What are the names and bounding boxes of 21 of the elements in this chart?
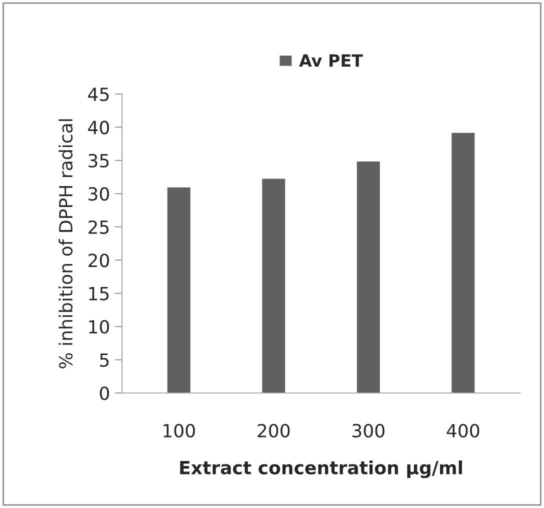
y-tick-label: 45	[88, 88, 109, 102]
x-tick-label: 100	[164, 424, 195, 438]
y-tick-label: 10	[89, 320, 109, 334]
y-tick-label: 40	[88, 120, 109, 134]
y-axis-title: % inhibition of DPPH radical	[58, 119, 73, 368]
x-tick-label: 400	[446, 424, 480, 438]
x-axis-title: Extract concentration µg/ml	[180, 460, 462, 478]
legend-label: Av PET	[299, 54, 363, 67]
y-tick-label: 0	[100, 386, 109, 400]
y-tick-label: 35	[88, 154, 109, 168]
x-tick-label: 200	[258, 424, 290, 438]
bar	[166, 186, 192, 393]
y-tick-label: 30	[88, 187, 109, 201]
bar	[356, 160, 381, 393]
y-tick-label: 25	[88, 220, 109, 234]
x-tick-label: 300	[352, 424, 384, 438]
y-tick-label: 15	[89, 287, 109, 300]
bar	[450, 132, 476, 393]
y-tick-label: 5	[100, 353, 109, 367]
bar	[261, 178, 286, 393]
y-tick-label: 20	[88, 254, 109, 268]
